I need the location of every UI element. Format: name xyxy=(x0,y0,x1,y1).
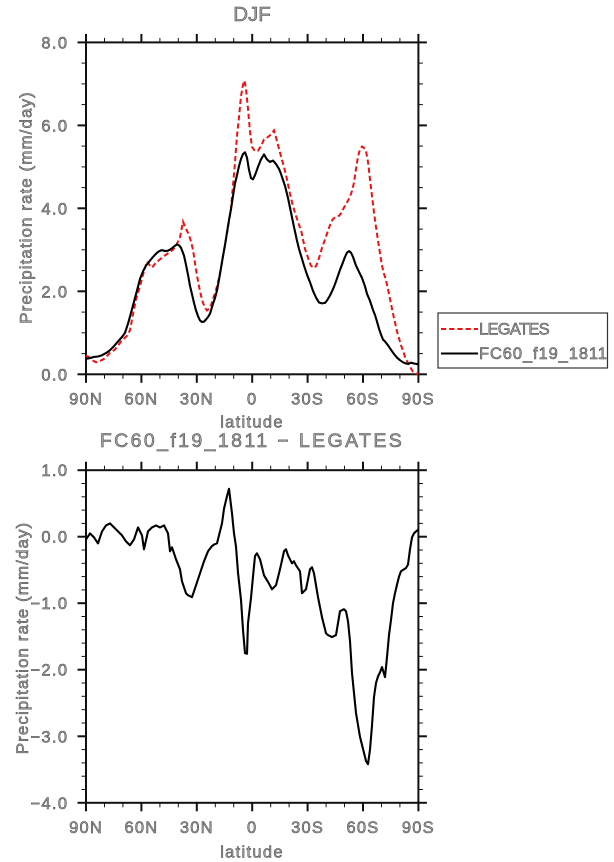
svg-text:latitude: latitude xyxy=(220,414,284,432)
svg-text:latitude: latitude xyxy=(220,844,284,862)
svg-text:1.0: 1.0 xyxy=(41,462,68,480)
svg-text:−4.0: −4.0 xyxy=(30,795,68,813)
svg-text:8.0: 8.0 xyxy=(41,34,68,52)
svg-text:90S: 90S xyxy=(402,391,435,409)
svg-text:−2.0: −2.0 xyxy=(30,662,68,680)
svg-text:0.0: 0.0 xyxy=(41,529,68,547)
svg-text:60S: 60S xyxy=(347,819,380,837)
svg-text:4.0: 4.0 xyxy=(41,200,68,218)
svg-text:Precipitation rate (mm/day): Precipitation rate (mm/day) xyxy=(13,522,32,754)
svg-text:30N: 30N xyxy=(180,819,214,837)
svg-text:30S: 30S xyxy=(291,819,324,837)
svg-text:90N: 90N xyxy=(69,391,103,409)
svg-text:90S: 90S xyxy=(402,819,435,837)
svg-text:0.0: 0.0 xyxy=(41,366,68,384)
svg-text:30N: 30N xyxy=(180,391,214,409)
svg-text:6.0: 6.0 xyxy=(41,117,68,135)
svg-text:60N: 60N xyxy=(124,819,158,837)
svg-text:LEGATES: LEGATES xyxy=(479,321,550,339)
svg-text:−1.0: −1.0 xyxy=(30,595,68,613)
svg-text:2.0: 2.0 xyxy=(41,283,68,301)
svg-text:−3.0: −3.0 xyxy=(30,728,68,746)
svg-text:FC60_f19_1811: FC60_f19_1811 xyxy=(479,345,608,363)
svg-text:90N: 90N xyxy=(69,819,103,837)
svg-text:60S: 60S xyxy=(347,391,380,409)
svg-text:DJF: DJF xyxy=(233,3,271,26)
svg-text:0: 0 xyxy=(247,819,257,837)
svg-text:Precipitation rate (mm/day): Precipitation rate (mm/day) xyxy=(17,91,36,323)
svg-text:60N: 60N xyxy=(124,391,158,409)
svg-text:0: 0 xyxy=(247,391,257,409)
svg-text:FC60_f19_1811 − LEGATES: FC60_f19_1811 − LEGATES xyxy=(100,430,404,452)
svg-text:30S: 30S xyxy=(291,391,324,409)
